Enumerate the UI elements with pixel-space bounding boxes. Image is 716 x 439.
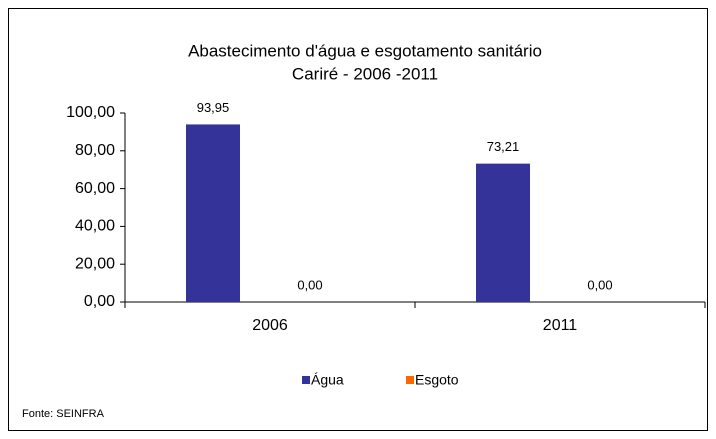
value-label: 0,00: [587, 277, 612, 292]
bar: [186, 124, 240, 302]
value-label: 73,21: [487, 139, 520, 154]
source-note: Fonte: SEINFRA: [22, 408, 105, 420]
y-tick-label: 60,00: [75, 180, 115, 197]
chart-subtitle: Cariré - 2006 -2011: [292, 64, 438, 83]
y-tick-label: 80,00: [75, 142, 115, 159]
value-label: 93,95: [197, 100, 230, 115]
legend-swatch: [302, 376, 310, 384]
x-tick-label: 2011: [543, 317, 578, 334]
y-tick-label: 100,00: [66, 104, 115, 121]
bar: [476, 163, 530, 302]
x-tick-label: 2006: [252, 317, 288, 334]
legend-swatch: [406, 376, 414, 384]
legend-label: Água: [311, 372, 344, 388]
legend-label: Esgoto: [415, 372, 459, 388]
value-label: 0,00: [297, 277, 322, 292]
chart-title: Abastecimento d'água e esgotamento sanit…: [188, 41, 542, 60]
y-tick-label: 20,00: [75, 255, 115, 272]
y-tick-label: 0,00: [84, 293, 115, 310]
y-tick-label: 40,00: [75, 218, 115, 235]
